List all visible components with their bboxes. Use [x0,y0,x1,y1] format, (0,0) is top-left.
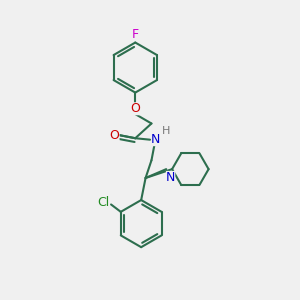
Text: N: N [151,133,160,146]
Text: H: H [162,126,170,136]
Text: O: O [130,102,140,115]
Text: Cl: Cl [97,196,109,208]
Text: F: F [132,28,139,41]
Text: O: O [110,129,120,142]
Text: N: N [166,171,175,184]
